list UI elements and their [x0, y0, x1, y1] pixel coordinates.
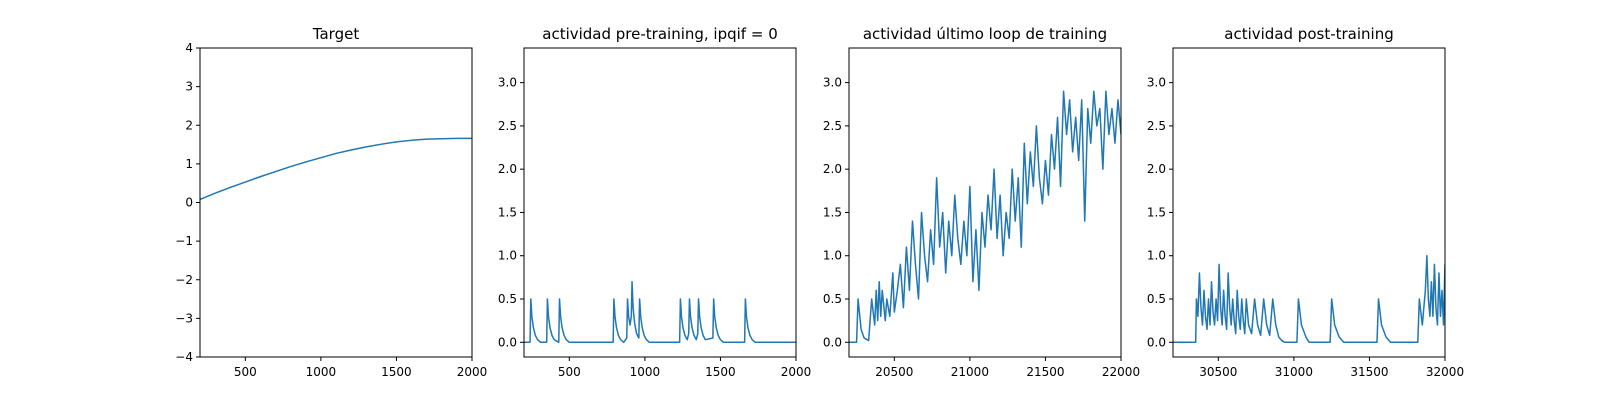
- y-tick-label: 0.5: [498, 292, 517, 306]
- axes-frame: [523, 47, 797, 358]
- y-tick-label: 3.0: [1147, 76, 1166, 90]
- y-tick-label: 2.5: [498, 119, 517, 133]
- y-tick-label: 2.5: [823, 119, 842, 133]
- y-tick-label: 0.0: [823, 335, 842, 349]
- axes-frame: [848, 47, 1122, 358]
- y-tick-label: 2.5: [1147, 119, 1166, 133]
- y-tick-label: 1: [185, 157, 193, 171]
- axes-frame: [199, 47, 473, 358]
- x-tick-label: 2000: [457, 365, 488, 379]
- x-tick-label: 500: [558, 365, 581, 379]
- y-tick-label: 3.0: [498, 76, 517, 90]
- y-tick-label: −1: [175, 234, 193, 248]
- y-tick-label: 1.5: [1147, 205, 1166, 219]
- x-tick-label: 20500: [875, 365, 913, 379]
- chart-title: actividad post-training: [1224, 25, 1393, 43]
- series-line: [524, 280, 796, 344]
- y-tick-label: 1.5: [498, 205, 517, 219]
- chart-title: actividad último loop de training: [863, 25, 1107, 43]
- y-tick-label: 3.0: [823, 76, 842, 90]
- y-tick-label: 1.5: [823, 205, 842, 219]
- x-tick-label: 500: [234, 365, 257, 379]
- series-line: [849, 90, 1121, 344]
- y-tick-label: −2: [175, 273, 193, 287]
- panel-2: 500 1000 1500 2000 0.0 0.5 1.0 1.5 2.0 2.5 3.0 acti…: [498, 25, 811, 379]
- x-tick-label: 22000: [1102, 365, 1140, 379]
- y-tick-label: 2.0: [823, 162, 842, 176]
- y-tick-label: 1.0: [1147, 249, 1166, 263]
- x-tick-label: 1000: [630, 365, 661, 379]
- panel-4: 30500 31000 31500 32000 0.0 0.5 1.0 1.5 2.0 2.5 3.…: [1147, 25, 1464, 379]
- x-tick-label: 30500: [1199, 365, 1237, 379]
- x-tick-label: 1500: [381, 365, 412, 379]
- x-tick-label: 31500: [1350, 365, 1388, 379]
- x-tick-label: 21000: [951, 365, 989, 379]
- y-tick-label: 4: [185, 41, 193, 55]
- chart-title: actividad pre-training, ipqif = 0: [542, 25, 778, 43]
- y-tick-label: 0.5: [1147, 292, 1166, 306]
- y-tick-label: 3: [185, 80, 193, 94]
- x-tick-label: 1000: [306, 365, 337, 379]
- chart-title: Target: [312, 25, 360, 43]
- y-tick-label: 0.5: [823, 292, 842, 306]
- x-tick-label: 1500: [705, 365, 736, 379]
- y-tick-label: 0: [185, 196, 193, 210]
- y-tick-label: −4: [175, 350, 193, 364]
- y-tick-label: 1.0: [823, 249, 842, 263]
- axes-frame: [1172, 47, 1446, 358]
- x-tick-label: 32000: [1426, 365, 1464, 379]
- y-tick-label: 2.0: [498, 162, 517, 176]
- y-tick-label: 2: [185, 118, 193, 132]
- y-tick-label: 1.0: [498, 249, 517, 263]
- series-line: [200, 137, 472, 201]
- y-tick-label: 2.0: [1147, 162, 1166, 176]
- series-line: [1173, 254, 1445, 344]
- x-tick-label: 31000: [1275, 365, 1313, 379]
- panel-1: 500 1000 1500 2000 −4 −3 −2 −1 0 1 2 3 4 Target: [175, 25, 487, 379]
- y-tick-label: −3: [175, 311, 193, 325]
- y-tick-label: 0.0: [1147, 335, 1166, 349]
- panel-3: 20500 21000 21500 22000 0.0 0.5 1.0 1.5 2.0 2.5 3.…: [823, 25, 1140, 379]
- x-tick-label: 2000: [781, 365, 812, 379]
- x-tick-label: 21500: [1026, 365, 1064, 379]
- y-tick-label: 0.0: [498, 335, 517, 349]
